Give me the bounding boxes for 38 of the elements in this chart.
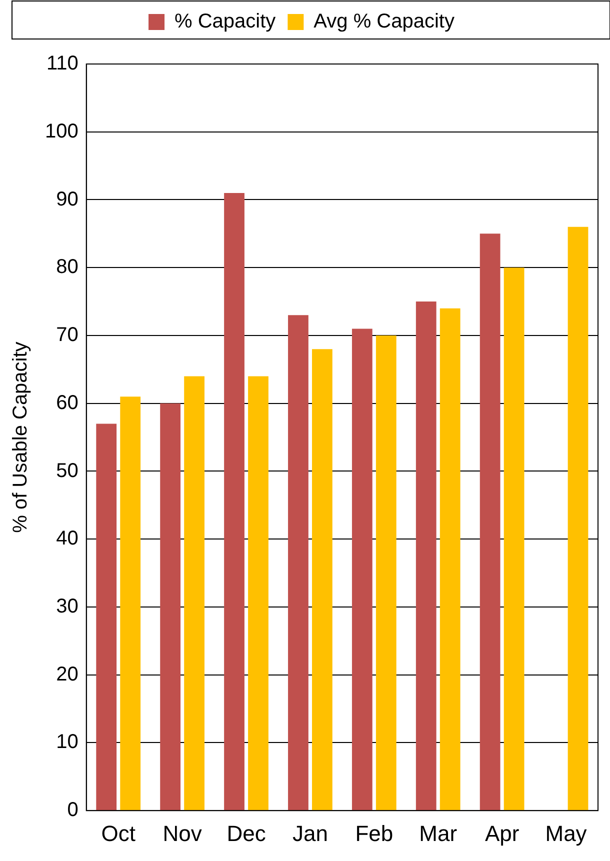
legend-label: % Capacity bbox=[174, 10, 276, 33]
y-tick-label: 20 bbox=[56, 663, 78, 686]
y-tick-label: 70 bbox=[56, 324, 78, 346]
bar bbox=[248, 376, 268, 810]
bar bbox=[480, 234, 500, 810]
y-tick-label: 60 bbox=[56, 392, 78, 414]
legend-label: Avg % Capacity bbox=[314, 10, 454, 33]
bar bbox=[312, 349, 332, 810]
bar bbox=[416, 302, 436, 810]
y-tick-label: 30 bbox=[56, 595, 78, 618]
x-tick-label: May bbox=[545, 820, 587, 846]
bar bbox=[96, 424, 117, 810]
bar bbox=[568, 226, 588, 810]
y-tick-label: 80 bbox=[56, 256, 78, 278]
x-tick-label: Nov bbox=[162, 820, 202, 846]
bar bbox=[160, 403, 180, 810]
x-tick-label: Feb bbox=[355, 820, 394, 846]
y-tick-label: 40 bbox=[56, 528, 78, 550]
y-tick-label: 0 bbox=[67, 799, 78, 822]
y-tick-label: 10 bbox=[56, 731, 78, 754]
x-tick-label: Jan bbox=[292, 820, 328, 846]
bar bbox=[376, 335, 396, 810]
bar bbox=[352, 328, 372, 810]
x-tick-label: Dec bbox=[226, 820, 266, 846]
bar bbox=[440, 308, 460, 810]
y-tick-label: 50 bbox=[56, 460, 78, 482]
bar bbox=[288, 315, 308, 810]
x-tick-label: Oct bbox=[101, 820, 136, 846]
x-tick-label: Mar bbox=[419, 820, 458, 846]
x-tick-label: Apr bbox=[484, 820, 520, 846]
bar bbox=[504, 268, 524, 810]
y-tick-label: 90 bbox=[56, 188, 78, 210]
y-tick-label: 100 bbox=[44, 120, 78, 142]
y-tick-label: 110 bbox=[46, 52, 78, 75]
bar bbox=[184, 376, 204, 810]
bar bbox=[120, 396, 141, 810]
y-axis-title: % of Usable Capacity bbox=[10, 342, 32, 533]
bar bbox=[224, 192, 244, 810]
